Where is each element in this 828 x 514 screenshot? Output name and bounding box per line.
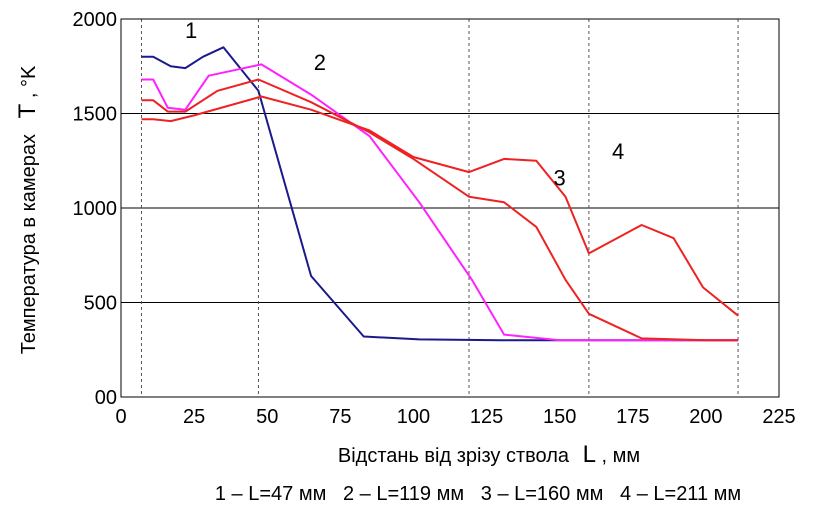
curve-labels: 1 2 3 4 <box>185 18 624 190</box>
x-tick-label: 0 <box>115 406 126 428</box>
x-axis-title-text: Відстань від зрізу ствола <box>338 445 570 467</box>
x-tick-label: 150 <box>543 406 576 428</box>
x-tick-label: 75 <box>329 406 351 428</box>
x-tick-label: 50 <box>256 406 278 428</box>
y-tick-label: 1500 <box>73 104 118 126</box>
y-tick-label: 1000 <box>73 198 118 220</box>
y-tick-labels: 00 500 1000 1500 2000 <box>73 9 118 409</box>
y-axis-symbol: T <box>14 103 41 118</box>
y-axis-title-text: Температура в камерах <box>18 134 40 354</box>
x-tick-label: 175 <box>616 406 649 428</box>
grid-lines <box>121 113 779 303</box>
y-axis-title: Температура в камерах T , °K <box>14 65 41 354</box>
x-tick-label: 200 <box>689 406 722 428</box>
series-line-4 <box>141 95 739 317</box>
series-lines <box>141 46 739 342</box>
x-axis-unit: , мм <box>601 445 640 467</box>
series-line-1 <box>141 46 739 342</box>
series-line-2 <box>141 63 739 342</box>
curve-label-2: 2 <box>314 50 326 75</box>
x-tick-label: 25 <box>183 406 205 428</box>
x-tick-label: 100 <box>397 406 430 428</box>
curve-label-4: 4 <box>612 139 624 164</box>
x-tick-labels: 0 25 50 75 100 125 150 175 200 225 <box>115 406 795 428</box>
x-axis-title: Відстань від зрізу ствола L , мм <box>338 441 640 468</box>
x-axis-symbol: L <box>583 441 596 468</box>
legend-caption: 1 – L=47 мм 2 – L=119 мм 3 – L=160 мм 4 … <box>215 483 741 505</box>
curve-label-3: 3 <box>554 165 566 190</box>
y-tick-label: 2000 <box>73 9 118 31</box>
y-axis-unit: , °K <box>18 65 40 98</box>
vertical-markers <box>140 19 739 397</box>
series-line-3 <box>141 78 739 342</box>
x-tick-label: 225 <box>762 406 795 428</box>
curve-label-1: 1 <box>185 18 197 43</box>
x-tick-label: 125 <box>470 406 503 428</box>
plot-frame <box>120 18 780 398</box>
y-tick-label: 500 <box>84 293 117 315</box>
y-tick-label: 00 <box>95 387 117 409</box>
